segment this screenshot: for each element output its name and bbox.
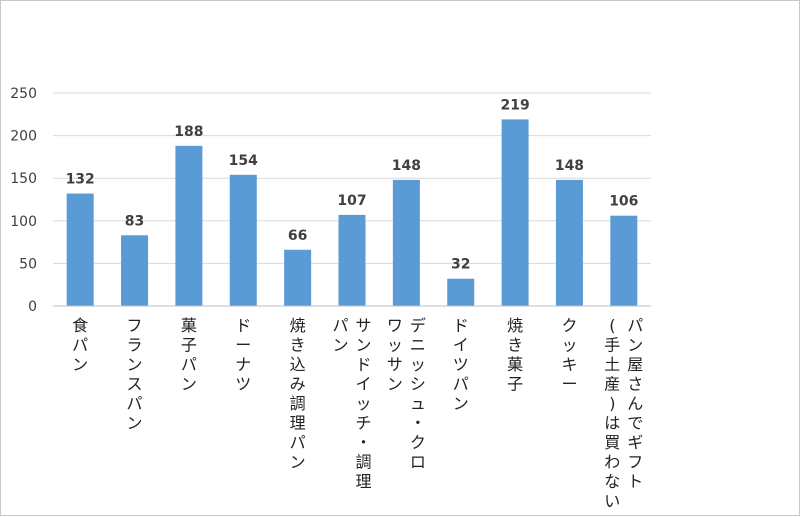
data-label: 132	[66, 172, 95, 188]
y-tick-label: 150	[10, 171, 37, 187]
bar	[121, 235, 149, 306]
data-label: 148	[392, 158, 421, 174]
y-tick-label: 50	[19, 256, 37, 272]
x-tick-label: フランスパン	[127, 316, 143, 433]
bar	[392, 179, 420, 306]
y-axis: 0 50 100 150 200 250	[10, 86, 37, 315]
x-tick-label: パン	[332, 316, 348, 355]
data-labels: 132 83 188 154 66 107 148 32 219 148 106	[66, 97, 639, 272]
x-tick-label: 菓子パン	[181, 316, 197, 394]
y-tick-label: 100	[10, 214, 37, 230]
data-label: 219	[500, 97, 529, 113]
x-tick-label: 焼き菓子	[507, 316, 523, 394]
data-label: 32	[451, 257, 470, 273]
gridlines	[53, 92, 651, 264]
data-label: 106	[609, 194, 638, 210]
bar	[66, 193, 94, 306]
data-label: 188	[174, 124, 203, 140]
data-label: 66	[288, 228, 307, 244]
bar	[610, 215, 638, 306]
x-tick-label: 焼き込み調理パン	[290, 316, 306, 472]
bar	[284, 249, 312, 306]
x-axis: 食パン フランスパン 菓子パン ドーナツ 焼き込み調理パン サンドイッチ・調理パン デニッシ…	[53, 305, 651, 511]
data-label: 148	[555, 158, 584, 174]
bar	[555, 179, 583, 306]
x-tick-label: ワッサン	[387, 316, 403, 394]
bars	[66, 119, 638, 306]
bar	[447, 278, 475, 306]
x-tick-label: ドイツパン	[453, 316, 469, 413]
data-label: 107	[337, 193, 366, 209]
y-tick-label: 0	[28, 299, 37, 315]
x-tick-label: ドーナツ	[235, 316, 251, 394]
x-tick-label: デニッシュ・クロ	[410, 316, 426, 472]
bar	[501, 119, 529, 306]
bar	[229, 174, 257, 306]
x-tick-label: 食パン	[72, 316, 88, 374]
y-tick-label: 250	[10, 86, 37, 102]
data-label: 154	[229, 153, 258, 169]
x-tick-label: パン屋さんでギフト	[627, 316, 643, 491]
data-label: 83	[125, 213, 144, 229]
x-tick-label: サンドイッチ・調理	[355, 316, 371, 491]
y-tick-label: 200	[10, 129, 37, 145]
bar	[175, 145, 203, 306]
x-tick-label: クッキー	[561, 316, 577, 394]
x-tick-label: (手土産)は買わない	[604, 316, 620, 511]
bar	[338, 214, 366, 306]
